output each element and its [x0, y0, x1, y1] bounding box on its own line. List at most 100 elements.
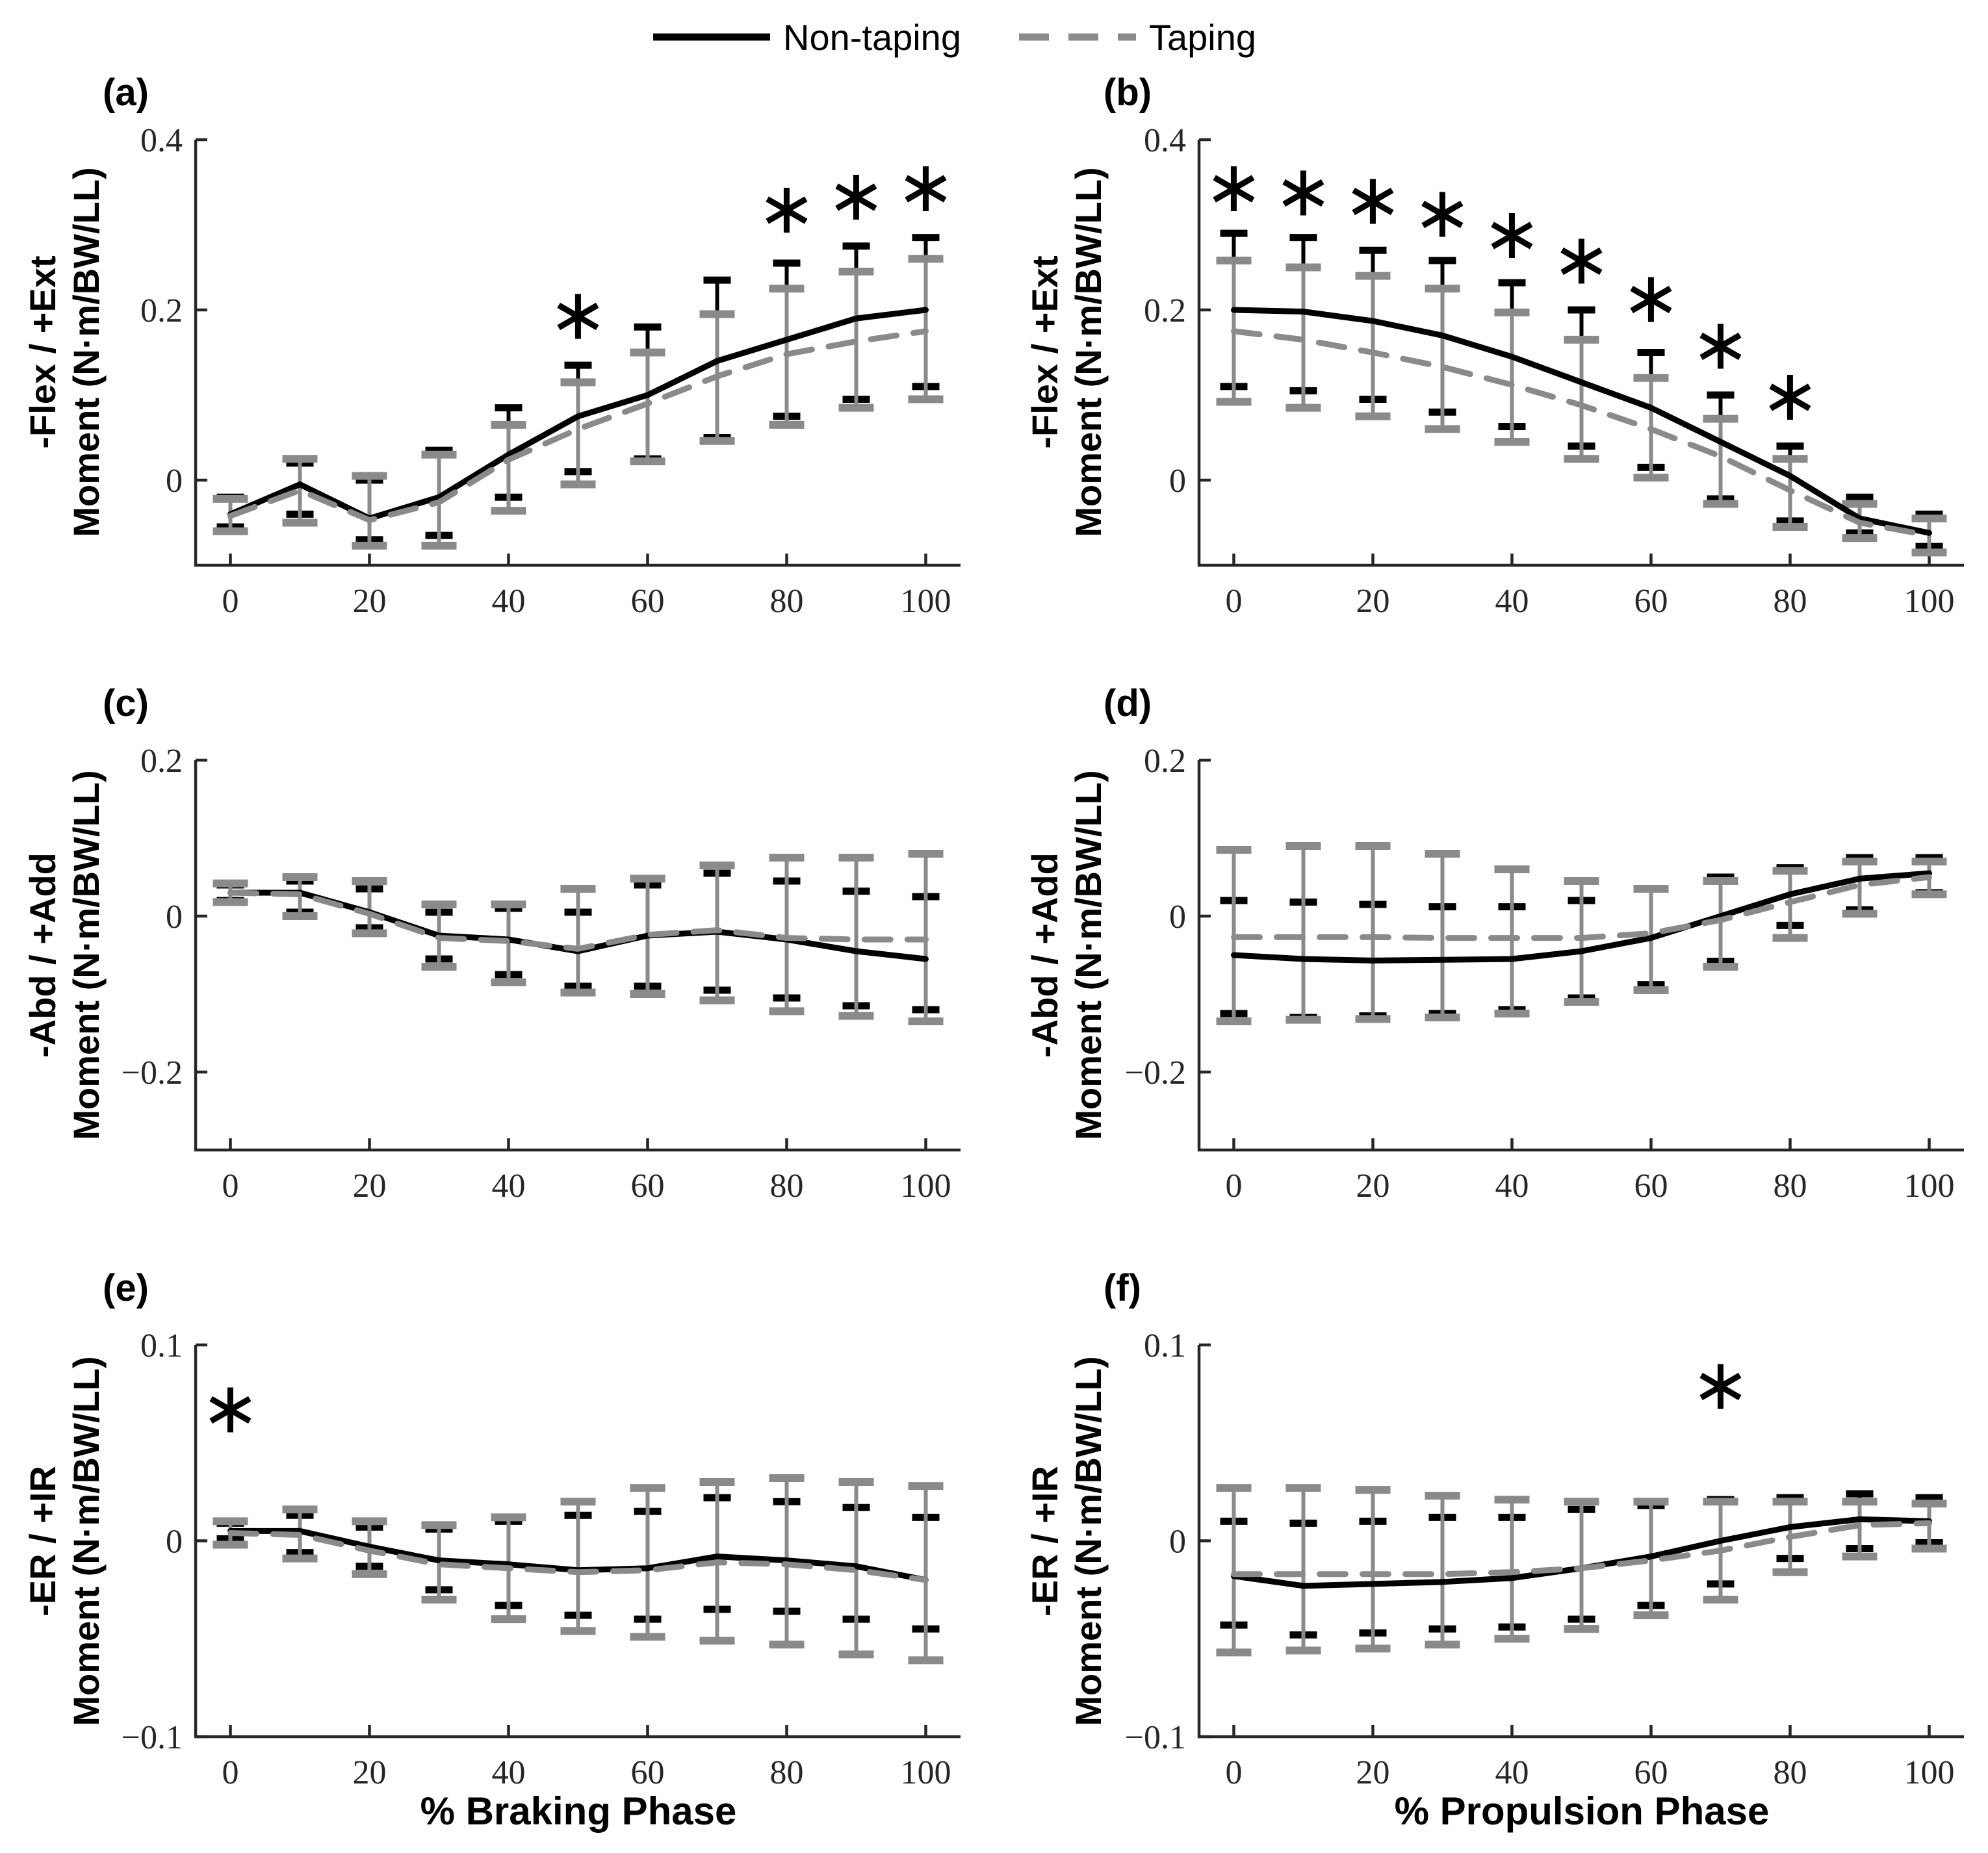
x-tick-label: 100 — [1904, 583, 1955, 620]
significance-asterisk: ∗ — [548, 273, 608, 356]
x-tick-label: 100 — [901, 1754, 951, 1791]
x-tick-label: 20 — [353, 1754, 387, 1791]
y-tick-label: 0 — [166, 899, 183, 936]
x-tick-label: 40 — [1495, 1168, 1529, 1205]
y-tick-label: 0.2 — [1144, 292, 1186, 329]
taping-errorbar — [838, 268, 874, 412]
x-tick-label: 100 — [901, 583, 951, 620]
significance-asterisk: ∗ — [1760, 353, 1820, 437]
y-tick-label: −0.2 — [122, 1054, 183, 1092]
taping-errorbar — [1564, 335, 1599, 463]
y-axis-label-f-2: Moment (N·m/BW/LL) — [1068, 1356, 1109, 1726]
significance-asterisk: ∗ — [1621, 255, 1681, 339]
x-tick-label: 40 — [492, 1754, 526, 1791]
panel-f: 0 20 40 60 80 100 −0.1 0 0.1 ∗ — [1125, 1327, 1964, 1791]
y-tick-label: 0.2 — [140, 743, 183, 780]
taping-errorbar — [1703, 877, 1738, 971]
x-tick-label: 20 — [1356, 1754, 1390, 1791]
taping-errorbar — [1842, 1498, 1878, 1561]
significance-asterisk: ∗ — [1412, 170, 1472, 253]
significance-asterisk: ∗ — [1690, 1342, 1750, 1425]
panel-d: 0 20 40 60 80 100 −0.2 0 0.2 — [1125, 743, 1964, 1205]
taping-errorbar — [1494, 1496, 1530, 1643]
x-axis-label-braking: % Braking Phase — [420, 1789, 737, 1833]
axes-spines — [194, 760, 961, 1152]
taping-errorbar — [630, 1484, 665, 1641]
x-tick-label: 80 — [770, 1754, 804, 1791]
axes-spines — [1197, 760, 1964, 1152]
taping-errorbar — [1911, 1500, 1947, 1553]
y-tick-label: 0.1 — [1144, 1327, 1186, 1364]
taping-errorbar — [1216, 1484, 1252, 1657]
y-tick-label: 0 — [1169, 899, 1186, 936]
x-tick-label: 40 — [1495, 1754, 1529, 1791]
panel-label-c: (c) — [103, 682, 149, 724]
taping-errorbar — [1564, 877, 1599, 1006]
x-tick-label: 20 — [1356, 583, 1390, 620]
significance-asterisk: ∗ — [1551, 217, 1611, 300]
y-tick-label: 0.1 — [140, 1327, 183, 1364]
x-tick-label: 40 — [1495, 583, 1529, 620]
y-tick-label: 0 — [1169, 463, 1186, 500]
y-axis-label-b-1: -Flex / +Ext — [1024, 255, 1065, 448]
panel-e: 0 20 40 60 80 100 −0.1 0 0.1 ∗ — [122, 1327, 961, 1791]
taping-errorbar — [1425, 1492, 1460, 1649]
x-tick-label: 80 — [1774, 583, 1807, 620]
taping-errorbar — [560, 1498, 596, 1635]
significance-asterisk: ∗ — [1343, 158, 1402, 241]
taping-errorbar — [769, 854, 805, 1016]
x-tick-label: 20 — [353, 583, 387, 620]
x-tick-label: 0 — [222, 583, 239, 620]
y-tick-label: −0.1 — [1125, 1719, 1186, 1756]
x-axis-label-propulsion: % Propulsion Phase — [1395, 1789, 1770, 1833]
x-tick-label: 0 — [1226, 1754, 1243, 1791]
y-axis-label-a-2: Moment (N·m/BW/LL) — [66, 167, 107, 537]
legend-label-non-taping: Non-taping — [783, 17, 961, 58]
y-tick-label: −0.2 — [1125, 1054, 1186, 1092]
taping-errorbar — [352, 472, 387, 550]
panel-label-a: (a) — [103, 71, 149, 114]
taping-line — [227, 889, 929, 952]
non-taping-line — [1231, 870, 1932, 964]
significance-asterisk: ∗ — [756, 166, 816, 249]
x-tick-label: 80 — [1774, 1754, 1807, 1791]
x-tick-label: 80 — [770, 1168, 804, 1205]
taping-errorbar — [1494, 308, 1530, 446]
taping-errorbar — [1494, 865, 1530, 1017]
y-axis-label-d-2: Moment (N·m/BW/LL) — [1068, 770, 1109, 1140]
x-tick-label: 0 — [222, 1754, 239, 1791]
x-tick-label: 20 — [1356, 1168, 1390, 1205]
y-tick-label: 0.2 — [1144, 743, 1186, 780]
x-tick-label: 60 — [1634, 583, 1668, 620]
y-tick-label: 0.4 — [140, 122, 183, 159]
x-tick-label: 40 — [492, 1168, 526, 1205]
panel-c: 0 20 40 60 80 100 −0.2 0 0.2 — [122, 743, 961, 1205]
taping-errorbar — [1355, 272, 1391, 420]
y-axis-label-f-1: -ER / +IR — [1024, 1466, 1065, 1617]
y-axis-label-e-1: -ER / +IR — [22, 1466, 63, 1617]
x-tick-label: 80 — [1774, 1168, 1807, 1205]
significance-asterisk: ∗ — [1204, 145, 1263, 228]
x-tick-label: 60 — [631, 1168, 665, 1205]
x-tick-label: 100 — [901, 1168, 951, 1205]
significance-asterisk: ∗ — [896, 145, 955, 228]
significance-asterisk: ∗ — [200, 1366, 260, 1449]
y-tick-label: 0 — [166, 463, 183, 500]
taping-errorbar — [630, 348, 665, 466]
taping-errorbar — [1842, 858, 1878, 918]
non-taping-line — [1231, 307, 1932, 536]
x-tick-label: 100 — [1904, 1754, 1955, 1791]
taping-line — [1231, 874, 1932, 941]
x-tick-label: 0 — [1226, 1168, 1243, 1205]
y-axis-label-e-2: Moment (N·m/BW/LL) — [66, 1356, 107, 1726]
taping-line — [1231, 1520, 1932, 1578]
y-tick-label: 0.2 — [140, 292, 183, 329]
x-tick-label: 60 — [1634, 1754, 1668, 1791]
taping-errorbar — [560, 885, 596, 997]
x-tick-label: 20 — [353, 1168, 387, 1205]
y-axis-label-d-1: -Abd / +Add — [1024, 852, 1065, 1058]
